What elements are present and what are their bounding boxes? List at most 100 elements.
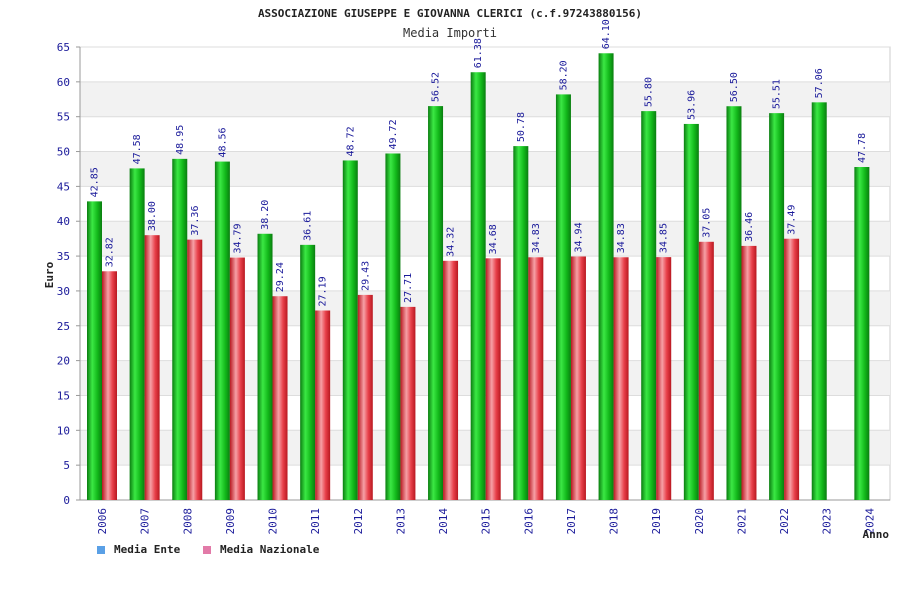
y-tick-label: 45 (57, 180, 70, 193)
bar-media-nazionale-2014 (443, 260, 459, 500)
chart-subtitle: Media Importi (403, 26, 497, 40)
data-label: 38.20 (260, 200, 271, 230)
bar-media-ente-2015 (470, 72, 486, 501)
x-tick-label: 2013 (394, 508, 407, 535)
data-label: 47.78 (857, 133, 868, 163)
y-tick-label: 25 (57, 320, 70, 333)
data-label: 50.78 (516, 112, 527, 142)
bar-media-ente-2009 (214, 161, 230, 500)
chart-title: ASSOCIAZIONE GIUSEPPE E GIOVANNA CLERICI… (258, 7, 642, 20)
data-label: 56.52 (431, 72, 442, 102)
x-tick-label: 2018 (608, 508, 621, 535)
bar-media-ente-2016 (513, 146, 529, 500)
data-label: 53.96 (686, 90, 697, 120)
x-tick-label: 2009 (224, 508, 237, 535)
data-label: 49.72 (388, 119, 399, 149)
data-label: 42.85 (90, 167, 101, 197)
x-tick-label: 2019 (650, 508, 663, 535)
data-label: 55.51 (772, 79, 783, 109)
x-tick-label: 2023 (821, 508, 834, 535)
bar-media-nazionale-2022 (784, 238, 800, 500)
legend-label-media-nazionale: Media Nazionale (220, 543, 320, 556)
x-tick-label: 2017 (565, 508, 578, 535)
data-label: 27.71 (403, 273, 414, 303)
bar-media-ente-2013 (385, 153, 401, 500)
bar-media-nazionale-2019 (656, 257, 672, 500)
data-label: 34.83 (616, 223, 627, 253)
x-tick-label: 2021 (735, 508, 748, 535)
x-tick-label: 2024 (863, 508, 876, 535)
data-label: 48.95 (175, 125, 186, 155)
data-label: 61.38 (473, 38, 484, 68)
data-label: 37.36 (190, 206, 201, 236)
x-tick-label: 2022 (778, 508, 791, 535)
data-label: 57.06 (814, 68, 825, 98)
y-tick-label: 40 (57, 215, 70, 228)
y-tick-label: 35 (57, 250, 70, 263)
bar-media-nazionale-2008 (187, 239, 203, 501)
data-label: 36.61 (303, 211, 314, 241)
data-label: 34.83 (531, 223, 542, 253)
bar-media-nazionale-2018 (613, 257, 629, 500)
data-label: 47.58 (132, 134, 143, 164)
legend-swatch-media-nazionale (203, 546, 211, 554)
bar-media-nazionale-2015 (485, 258, 501, 500)
bar-media-ente-2024 (854, 167, 870, 501)
bar-media-ente-2023 (811, 102, 827, 500)
x-tick-label: 2011 (309, 508, 322, 535)
data-label: 64.10 (601, 19, 612, 49)
x-tick-label: 2020 (693, 508, 706, 535)
data-label: 37.49 (787, 205, 798, 235)
data-label: 29.43 (360, 261, 371, 291)
bar-media-nazionale-2021 (741, 245, 757, 500)
data-label: 27.19 (318, 276, 329, 306)
data-label: 37.05 (701, 208, 712, 238)
y-tick-label: 15 (57, 389, 70, 402)
x-tick-label: 2008 (181, 508, 194, 535)
y-tick-label: 30 (57, 285, 70, 298)
data-label: 55.80 (644, 77, 655, 107)
data-label: 32.82 (105, 237, 116, 267)
data-label: 34.32 (446, 227, 457, 257)
y-tick-label: 20 (57, 355, 70, 368)
bar-media-ente-2019 (641, 111, 657, 501)
x-tick-label: 2006 (96, 508, 109, 535)
y-tick-label: 10 (57, 424, 70, 437)
bar-media-nazionale-2007 (144, 235, 160, 500)
legend: Media Ente Media Nazionale (97, 543, 320, 556)
bar-media-ente-2021 (726, 106, 742, 500)
bar-media-ente-2012 (342, 160, 358, 500)
y-tick-label: 0 (63, 494, 70, 507)
x-tick-label: 2015 (480, 508, 493, 535)
bar-media-nazionale-2009 (229, 257, 245, 500)
bar-media-ente-2010 (257, 233, 273, 500)
data-label: 34.79 (232, 223, 243, 253)
bar-media-nazionale-2013 (400, 306, 416, 500)
bar-media-ente-2006 (87, 201, 102, 500)
data-label: 48.72 (345, 126, 356, 156)
bar-media-nazionale-2006 (102, 271, 117, 500)
y-tick-label: 50 (57, 146, 70, 159)
bar-media-ente-2022 (769, 113, 785, 500)
bar-media-nazionale-2012 (357, 294, 373, 500)
data-label: 48.56 (217, 127, 228, 157)
bar-media-nazionale-2017 (570, 256, 586, 500)
data-label: 34.68 (488, 224, 499, 254)
bars (87, 53, 870, 501)
data-label: 56.50 (729, 72, 740, 102)
y-axis-ticks: 0 5 10 15 20 25 30 35 40 45 50 55 60 65 (57, 41, 80, 507)
data-label: 34.94 (573, 222, 584, 252)
y-axis-label: Euro (43, 261, 56, 288)
x-tick-label: 2016 (522, 508, 535, 535)
bar-media-ente-2017 (555, 94, 571, 500)
data-label: 34.85 (659, 223, 670, 253)
y-tick-label: 65 (57, 41, 70, 54)
x-tick-label: 2014 (437, 508, 450, 535)
bar-media-nazionale-2016 (528, 257, 544, 500)
bar-media-ente-2011 (300, 244, 316, 500)
data-label: 58.20 (558, 60, 569, 90)
bar-media-ente-2014 (428, 106, 444, 501)
bar-media-nazionale-2010 (272, 296, 288, 500)
